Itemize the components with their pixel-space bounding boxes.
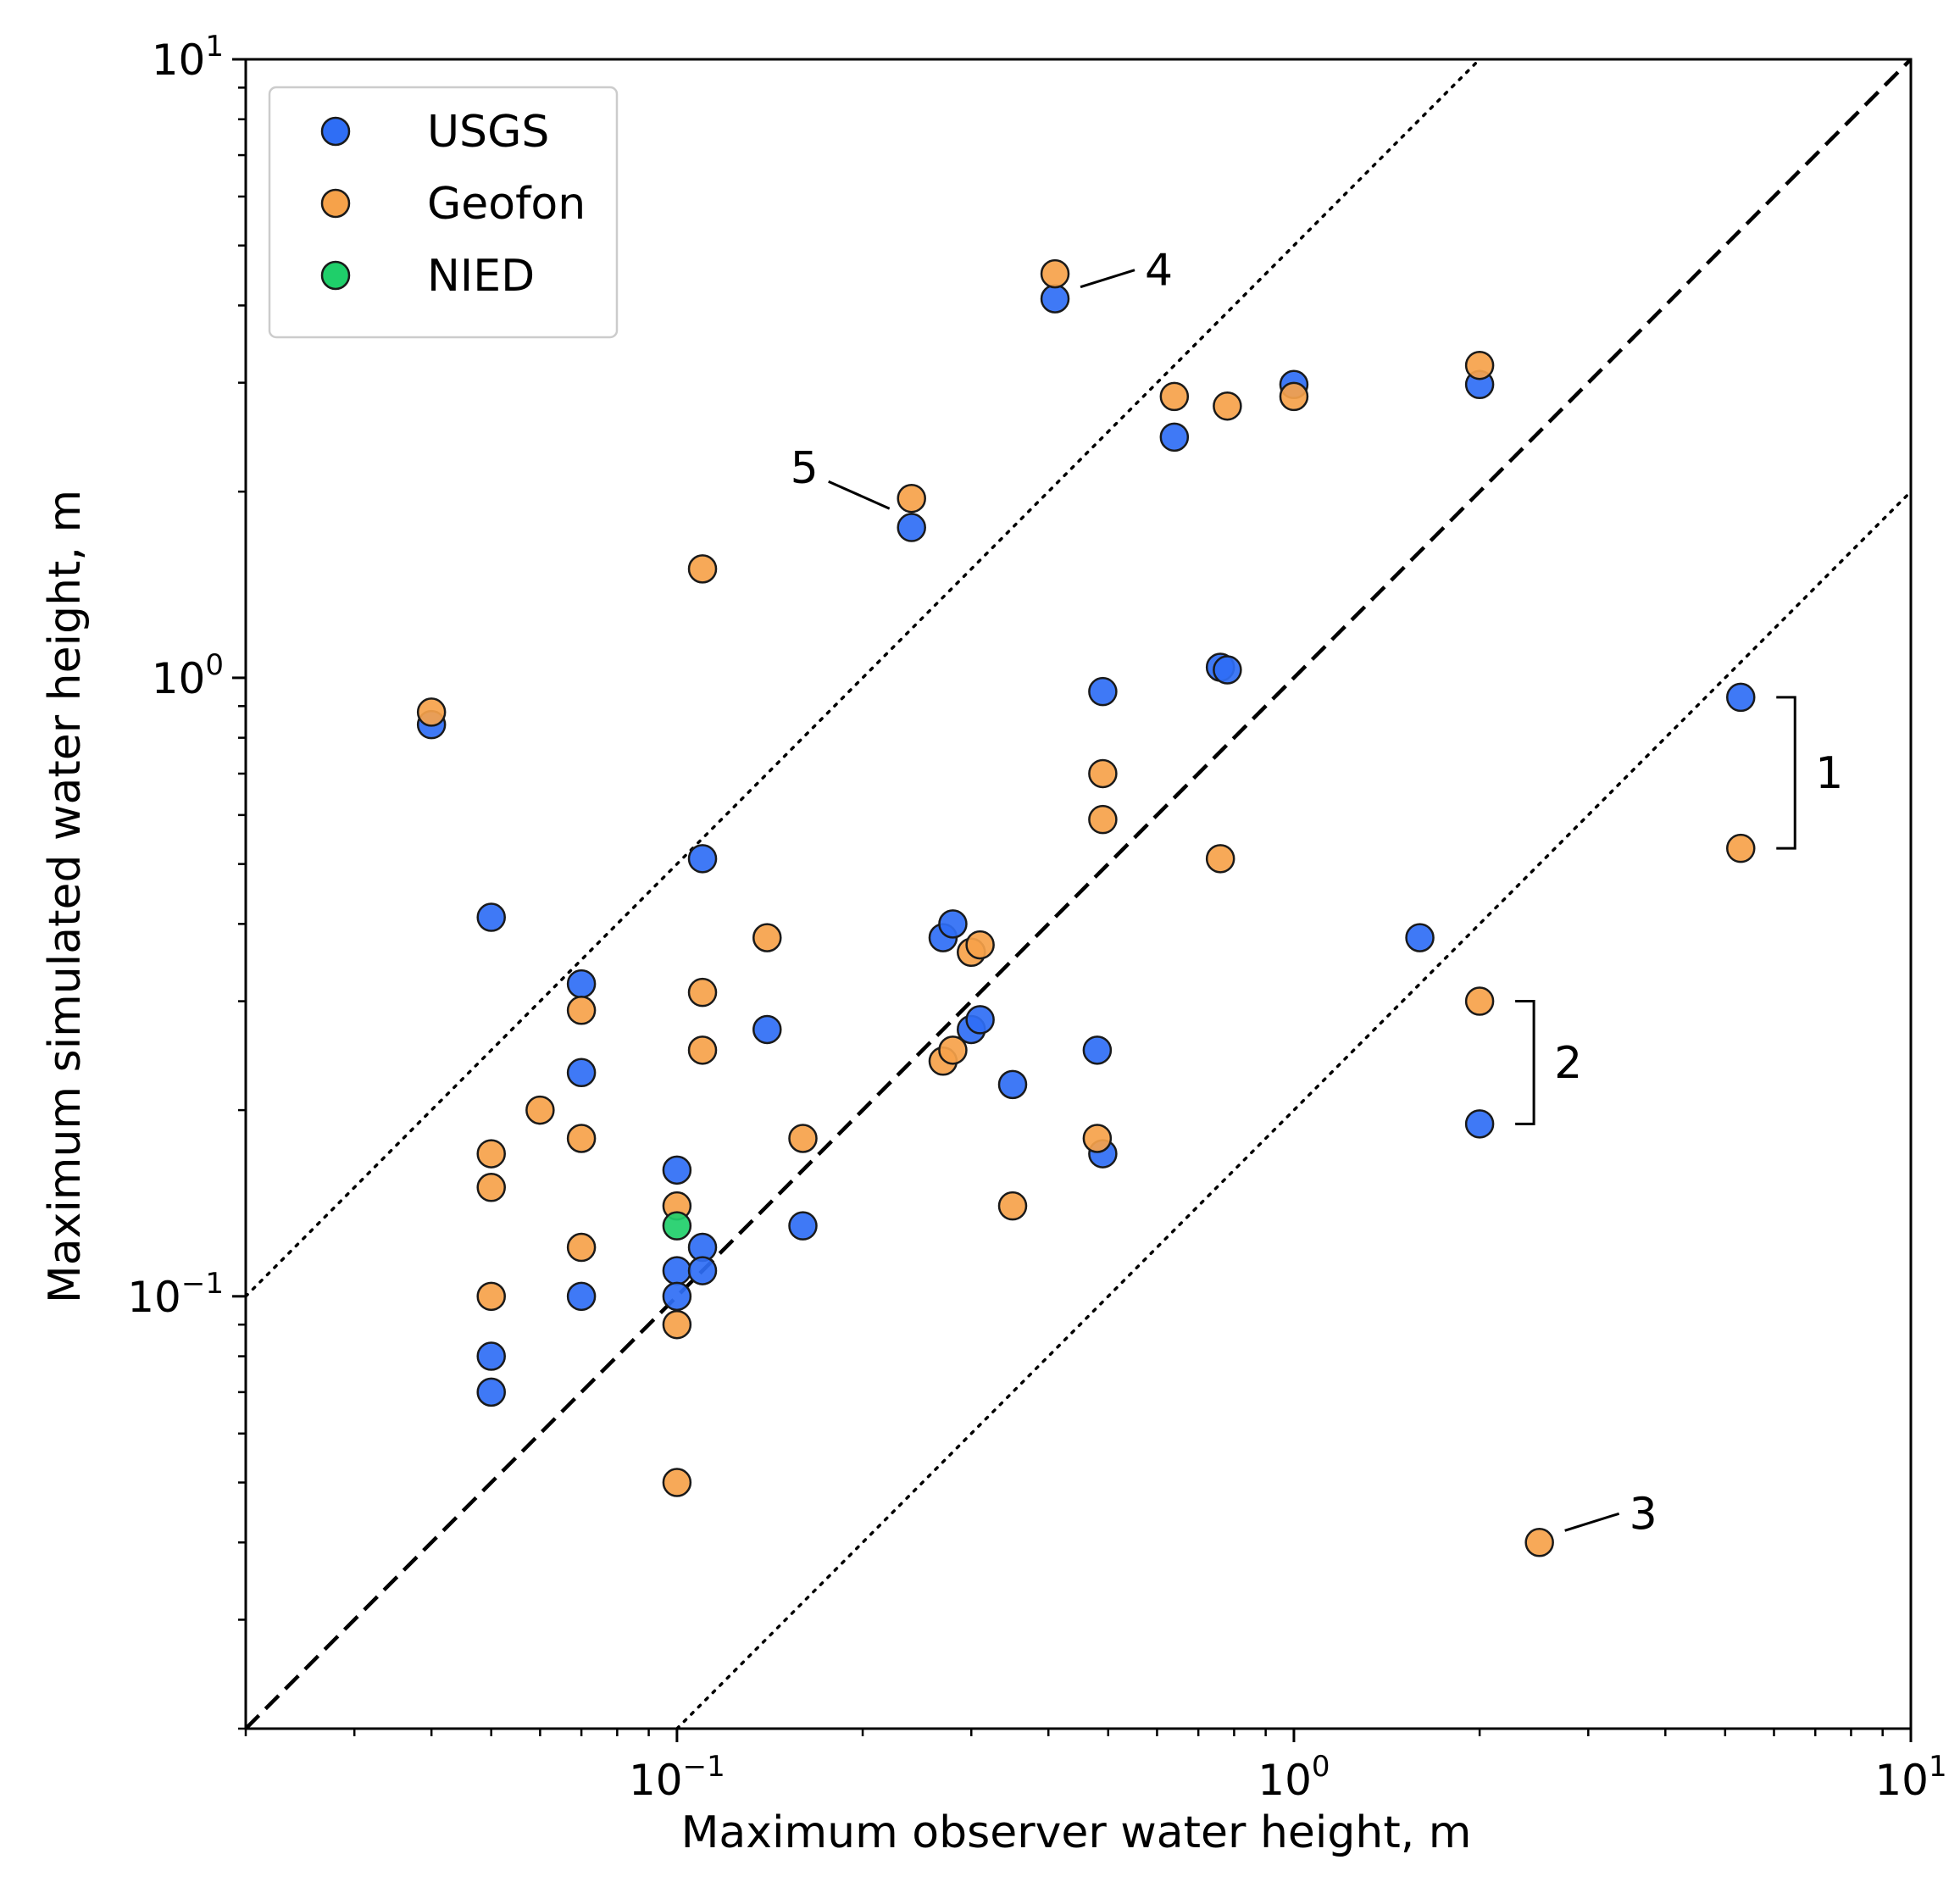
legend-label-nied: NIED: [427, 251, 535, 302]
point-geofon: [566, 1232, 597, 1263]
point-usgs: [1726, 682, 1756, 713]
annotations: 1 2 3 4 5: [791, 246, 1844, 1541]
point-nied: [662, 1211, 692, 1241]
point-geofon: [416, 697, 447, 727]
plot-frame: [244, 58, 1913, 1730]
annotation-label-1: 1: [1815, 748, 1843, 799]
point-usgs: [1159, 422, 1190, 452]
point-geofon: [1524, 1528, 1554, 1557]
legend: USGS Geofon NIED: [268, 86, 619, 339]
reference-line-dotted-2: [675, 490, 1913, 1730]
point-usgs: [566, 1058, 597, 1088]
legend-marker-usgs: [320, 116, 351, 147]
bracket-1: [1776, 696, 1796, 850]
point-geofon: [1088, 758, 1118, 789]
legend-label-usgs: USGS: [427, 107, 549, 158]
pointer-line-3: [1564, 1512, 1620, 1532]
major-ticks: [232, 58, 1913, 1742]
point-geofon: [687, 554, 718, 584]
point-usgs: [687, 1256, 718, 1285]
point-geofon: [662, 1468, 692, 1497]
point-geofon: [476, 1139, 506, 1169]
point-geofon: [687, 1035, 718, 1065]
y-tick-label: 101: [152, 30, 224, 85]
annotation-label-4: 4: [1145, 246, 1173, 297]
point-geofon: [687, 977, 718, 1008]
point-geofon: [476, 1173, 506, 1202]
point-usgs: [897, 513, 926, 542]
legend-label-geofon: Geofon: [427, 179, 586, 230]
point-usgs: [1213, 655, 1242, 685]
point-geofon: [1213, 391, 1242, 421]
point-usgs: [1082, 1035, 1113, 1065]
point-geofon: [897, 483, 926, 514]
data-points: [416, 258, 1756, 1557]
point-geofon: [938, 1035, 968, 1065]
point-geofon: [1040, 258, 1070, 289]
pointer-line-4: [1080, 269, 1135, 289]
point-usgs: [662, 1281, 692, 1312]
annotation-label-5: 5: [791, 443, 819, 494]
point-usgs: [1040, 284, 1070, 314]
y-axis-label: Maximum simulated water height, m: [40, 490, 91, 1303]
reference-lines: [244, 58, 1913, 1730]
x-tick-label: 100: [1258, 1750, 1330, 1805]
annotation-label-2: 2: [1554, 1038, 1582, 1089]
point-usgs: [662, 1155, 692, 1185]
y-tick-label: 100: [152, 648, 224, 703]
point-geofon: [1205, 844, 1235, 874]
point-usgs: [476, 1377, 506, 1407]
y-tick-label: 10−1: [127, 1267, 224, 1322]
point-geofon: [1726, 833, 1756, 863]
point-usgs: [566, 1281, 597, 1312]
point-usgs: [662, 1256, 692, 1285]
point-usgs: [476, 1341, 506, 1371]
reference-line-dotted-1: [244, 58, 1481, 1298]
bracket-2: [1515, 1000, 1535, 1125]
point-geofon: [1464, 350, 1495, 380]
point-usgs: [1088, 676, 1118, 707]
point-usgs: [687, 844, 718, 874]
point-geofon: [1159, 381, 1190, 412]
point-geofon: [662, 1309, 692, 1340]
point-usgs: [1405, 923, 1435, 952]
point-usgs: [752, 1014, 782, 1045]
point-usgs: [1464, 1109, 1495, 1139]
point-geofon: [965, 930, 995, 960]
tick-labels: 10−1 100 101 10−1 100 101: [127, 30, 1946, 1805]
point-geofon: [788, 1124, 818, 1153]
point-usgs: [938, 909, 968, 939]
point-geofon: [1279, 381, 1309, 412]
point-geofon: [997, 1191, 1028, 1221]
point-geofon: [1088, 804, 1118, 835]
x-axis-label: Maximum observer water height, m: [681, 1807, 1472, 1858]
point-geofon: [525, 1095, 555, 1125]
legend-marker-geofon: [320, 188, 351, 219]
x-tick-label: 10−1: [629, 1750, 725, 1805]
point-geofon: [1082, 1124, 1113, 1153]
point-usgs: [997, 1069, 1028, 1100]
point-geofon: [752, 923, 782, 952]
point-usgs: [965, 1005, 995, 1035]
point-usgs: [566, 969, 597, 999]
point-usgs: [788, 1211, 818, 1241]
reference-line-dashed-0: [244, 58, 1913, 1730]
legend-box: [268, 86, 619, 339]
x-tick-label: 101: [1874, 1750, 1946, 1805]
point-geofon: [566, 1124, 597, 1153]
point-geofon: [476, 1281, 506, 1312]
annotation-label-3: 3: [1630, 1489, 1657, 1540]
point-usgs: [476, 902, 506, 932]
point-geofon: [566, 996, 597, 1025]
pointer-line-5: [828, 480, 891, 510]
point-geofon: [1464, 986, 1495, 1016]
legend-marker-nied: [320, 260, 351, 291]
